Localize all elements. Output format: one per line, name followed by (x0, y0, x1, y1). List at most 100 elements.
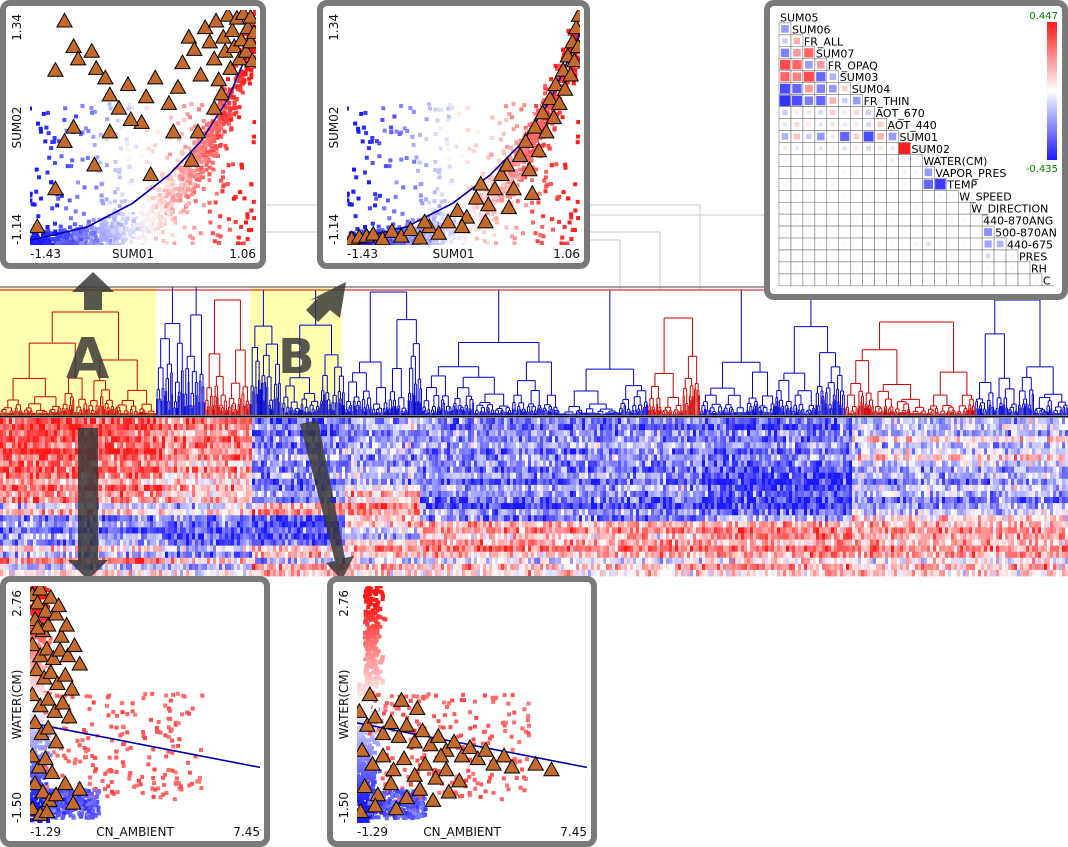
heatmap-cell (51, 527, 54, 534)
heatmap-cell (210, 521, 213, 528)
heatmap-cell (165, 490, 168, 498)
heatmap-cell (12, 472, 15, 480)
heatmap-cell (219, 430, 222, 437)
heatmap-cell (6, 557, 9, 565)
heatmap-cell (174, 521, 177, 528)
dendrogram-cluster[interactable] (648, 317, 700, 415)
heatmap-cell (237, 460, 240, 468)
heatmap-cell (162, 527, 165, 534)
heatmap-cell (102, 533, 105, 540)
heatmap-cell (33, 436, 36, 443)
heatmap-cell (57, 545, 60, 553)
heatmap-cell (135, 436, 138, 443)
heatmap-cell (129, 460, 132, 468)
heatmap-cell (54, 527, 57, 534)
heatmap-cell (177, 563, 180, 571)
heatmap-cell (222, 509, 225, 516)
dendrogram-cluster[interactable] (699, 289, 845, 415)
heatmap-cell (183, 454, 186, 461)
heatmap-cell (75, 418, 78, 425)
heatmap-cell (147, 484, 150, 492)
heatmap-cell (117, 539, 120, 547)
heatmap-cell (147, 454, 150, 461)
dendrogram-cluster[interactable] (0, 311, 156, 415)
heatmap-cell (171, 497, 174, 504)
heatmap-cell (153, 497, 156, 504)
heatmap-cell (204, 557, 207, 565)
heatmap-cell (123, 478, 126, 486)
heatmap-cell (9, 557, 12, 565)
heatmap-cell (228, 563, 231, 571)
heatmap-cell (153, 430, 156, 437)
heatmap-cell (48, 460, 51, 468)
heatmap-cell (252, 533, 255, 540)
heatmap-cell (15, 430, 18, 437)
heatmap-cell (174, 539, 177, 547)
heatmap[interactable] (0, 418, 1068, 577)
heatmap-cell (207, 442, 210, 449)
heatmap-cell (132, 460, 135, 468)
heatmap-cell (51, 503, 54, 510)
dendrogram-cluster[interactable] (975, 299, 1068, 415)
heatmap-cell (111, 454, 114, 461)
heatmap-cell (105, 569, 108, 577)
heatmap-cell (225, 497, 228, 504)
heatmap-cell (108, 454, 111, 461)
heatmap-cell (48, 515, 51, 522)
heatmap-cell (177, 551, 180, 559)
heatmap-cell (75, 490, 78, 498)
heatmap-cell (207, 563, 210, 571)
heatmap-cell (261, 503, 264, 510)
heatmap-cell (249, 527, 252, 534)
heatmap-cell (159, 484, 162, 492)
heatmap-cell (9, 436, 12, 443)
heatmap-cell (252, 497, 255, 504)
heatmap-cell (198, 454, 201, 461)
heatmap-cell (156, 497, 159, 504)
heatmap-cell (105, 418, 108, 425)
dendrogram[interactable] (0, 286, 1068, 415)
heatmap-cell (27, 478, 30, 486)
heatmap-cell (141, 533, 144, 540)
heatmap-cell (189, 418, 192, 425)
heatmap-cell (15, 466, 18, 474)
heatmap-cell (159, 545, 162, 553)
heatmap-cell (174, 430, 177, 437)
heatmap-cell (12, 497, 15, 504)
heatmap-cell (27, 418, 30, 425)
heatmap-cell (210, 515, 213, 522)
dendrogram-cluster[interactable] (422, 289, 648, 415)
heatmap-cell (243, 430, 246, 437)
heatmap-cell (117, 527, 120, 534)
dendrogram-cluster[interactable] (845, 321, 976, 415)
heatmap-cell (39, 551, 42, 559)
heatmap-cell (123, 490, 126, 498)
heatmap-cell (249, 418, 252, 425)
heatmap-cell (252, 472, 255, 480)
heatmap-cell (105, 454, 108, 461)
heatmap-cell (192, 533, 195, 540)
heatmap-cell (63, 472, 66, 480)
heatmap-cell (216, 509, 219, 516)
heatmap-cell (252, 539, 255, 547)
heatmap-cell (204, 448, 207, 455)
dendrogram-cluster[interactable] (345, 291, 422, 415)
heatmap-cell (240, 466, 243, 474)
dendrogram-cluster[interactable] (156, 286, 205, 415)
heatmap-cell (204, 442, 207, 449)
heatmap-cell (252, 509, 255, 516)
heatmap-cell (228, 448, 231, 455)
heatmap-cell (15, 515, 18, 522)
heatmap-cell (12, 442, 15, 449)
heatmap-cell (120, 527, 123, 534)
heatmap-cell (123, 436, 126, 443)
heatmap-cell (159, 460, 162, 468)
heatmap-cell (162, 448, 165, 455)
heatmap-cell (21, 557, 24, 565)
heatmap-cell (261, 551, 264, 559)
heatmap-cell (222, 454, 225, 461)
heatmap-cell (228, 418, 231, 425)
dendrogram-cluster[interactable] (205, 299, 250, 415)
heatmap-cell (132, 478, 135, 486)
heatmap-cell (30, 563, 33, 571)
